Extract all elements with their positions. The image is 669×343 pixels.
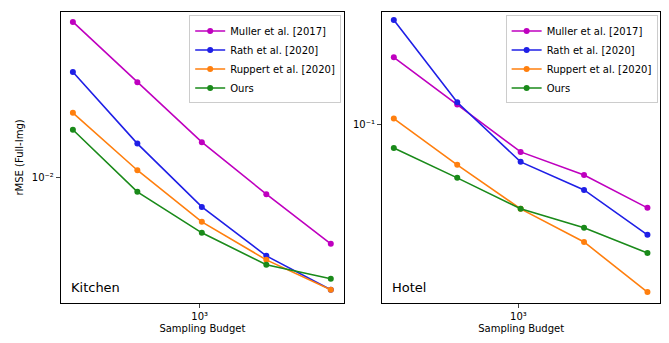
svg-text:10³: 10³ [191,311,208,322]
svg-text:Hotel: Hotel [392,280,426,295]
svg-text:Ruppert et al. [2020]: Ruppert et al. [2020] [547,64,652,75]
svg-text:Muller et al. [2017]: Muller et al. [2017] [547,26,643,37]
svg-text:Rath et al. [2020]: Rath et al. [2020] [230,45,318,56]
svg-text:Rath et al. [2020]: Rath et al. [2020] [547,45,635,56]
svg-text:rMSE (Full-Img): rMSE (Full-Img) [14,119,25,195]
svg-text:10⁻¹: 10⁻¹ [353,119,375,130]
svg-text:Ours: Ours [547,83,571,94]
svg-text:10⁻²: 10⁻² [32,172,54,183]
svg-text:Sampling Budget: Sampling Budget [478,323,564,334]
svg-text:Kitchen: Kitchen [71,280,120,295]
svg-text:Ruppert et al. [2020]: Ruppert et al. [2020] [230,64,335,75]
svg-text:Ours: Ours [230,83,254,94]
svg-text:Muller et al. [2017]: Muller et al. [2017] [230,26,326,37]
svg-text:Sampling Budget: Sampling Budget [159,323,245,334]
svg-text:10³: 10³ [510,311,527,322]
